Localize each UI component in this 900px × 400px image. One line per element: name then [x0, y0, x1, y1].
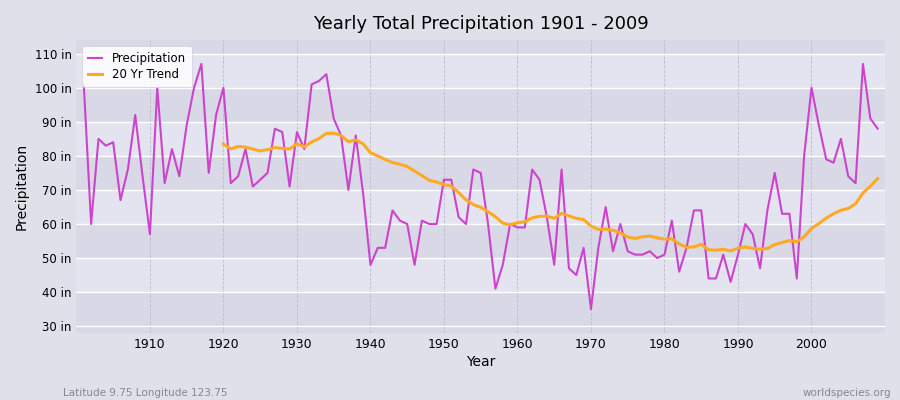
Line: Precipitation: Precipitation	[84, 64, 878, 309]
20 Yr Trend	[328, 131, 339, 136]
Precipitation	[519, 225, 530, 230]
X-axis label: Year: Year	[466, 355, 495, 369]
Precipitation	[306, 82, 317, 87]
Title: Yearly Total Precipitation 1901 - 2009: Yearly Total Precipitation 1901 - 2009	[313, 15, 649, 33]
Bar	[76, 88, 885, 122]
Precipitation	[78, 82, 89, 87]
20 Yr Trend	[872, 176, 883, 181]
Text: worldspecies.org: worldspecies.org	[803, 388, 891, 398]
Bar	[76, 54, 885, 88]
20 Yr Trend	[218, 142, 229, 146]
20 Yr Trend	[424, 178, 435, 183]
Precipitation	[350, 133, 361, 138]
20 Yr Trend	[725, 248, 736, 253]
20 Yr Trend	[791, 240, 802, 244]
Precipitation	[137, 174, 148, 179]
Legend: Precipitation, 20 Yr Trend: Precipitation, 20 Yr Trend	[82, 46, 192, 87]
Precipitation	[512, 225, 523, 230]
Precipitation	[872, 126, 883, 131]
20 Yr Trend	[777, 240, 788, 245]
Y-axis label: Precipitation: Precipitation	[15, 143, 29, 230]
Bar	[76, 258, 885, 292]
Precipitation	[196, 62, 207, 66]
20 Yr Trend	[681, 245, 692, 250]
Precipitation	[615, 222, 626, 226]
Bar	[76, 40, 885, 54]
Text: Latitude 9.75 Longitude 123.75: Latitude 9.75 Longitude 123.75	[63, 388, 228, 398]
Bar	[76, 326, 885, 333]
20 Yr Trend	[858, 191, 868, 196]
Line: 20 Yr Trend: 20 Yr Trend	[223, 133, 878, 251]
Bar	[76, 224, 885, 258]
Bar	[76, 122, 885, 156]
Bar	[76, 156, 885, 190]
Precipitation	[586, 307, 597, 312]
20 Yr Trend	[306, 140, 317, 144]
Bar	[76, 292, 885, 326]
Bar	[76, 190, 885, 224]
